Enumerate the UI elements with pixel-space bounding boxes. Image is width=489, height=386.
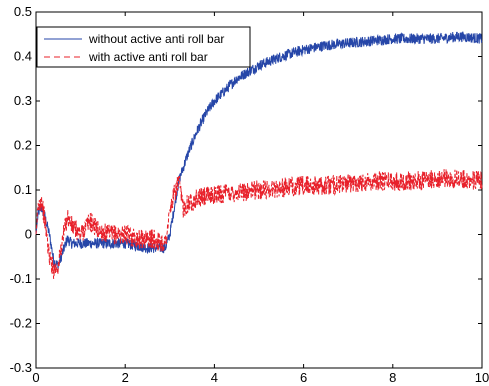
series-line-1 [35, 31, 483, 271]
legend-label-2: with active anti roll bar [88, 50, 208, 64]
y-tick-label: 0.3 [14, 93, 32, 108]
axis-layer: 0 2 4 6 8 10 -0.3 -0.2 -0.1 0 0.1 0.2 0.3 0.4 0.5 [10, 4, 489, 385]
x-tick-label: 0 [32, 370, 39, 385]
series-layer [35, 31, 483, 279]
y-tick-label: 0.4 [14, 49, 32, 64]
y-tick-label: 0.5 [14, 4, 32, 19]
legend-label-1: without active anti roll bar [88, 32, 224, 46]
y-tick-label: -0.1 [10, 271, 32, 286]
x-tick-label: 4 [211, 370, 218, 385]
series-line-2 [35, 169, 483, 279]
x-tick-label: 10 [475, 370, 489, 385]
legend: without active anti roll bar with active … [36, 26, 251, 68]
y-tick-label: 0.2 [14, 138, 32, 153]
y-tick-label: -0.3 [10, 360, 32, 375]
legend-box [36, 26, 251, 68]
y-tick-label: 0 [25, 227, 32, 242]
x-tick-label: 2 [122, 370, 129, 385]
x-tick-label: 8 [389, 370, 396, 385]
x-tick-label: 6 [300, 370, 307, 385]
y-tick-label: 0.1 [14, 182, 32, 197]
y-tick-label: -0.2 [10, 316, 32, 331]
